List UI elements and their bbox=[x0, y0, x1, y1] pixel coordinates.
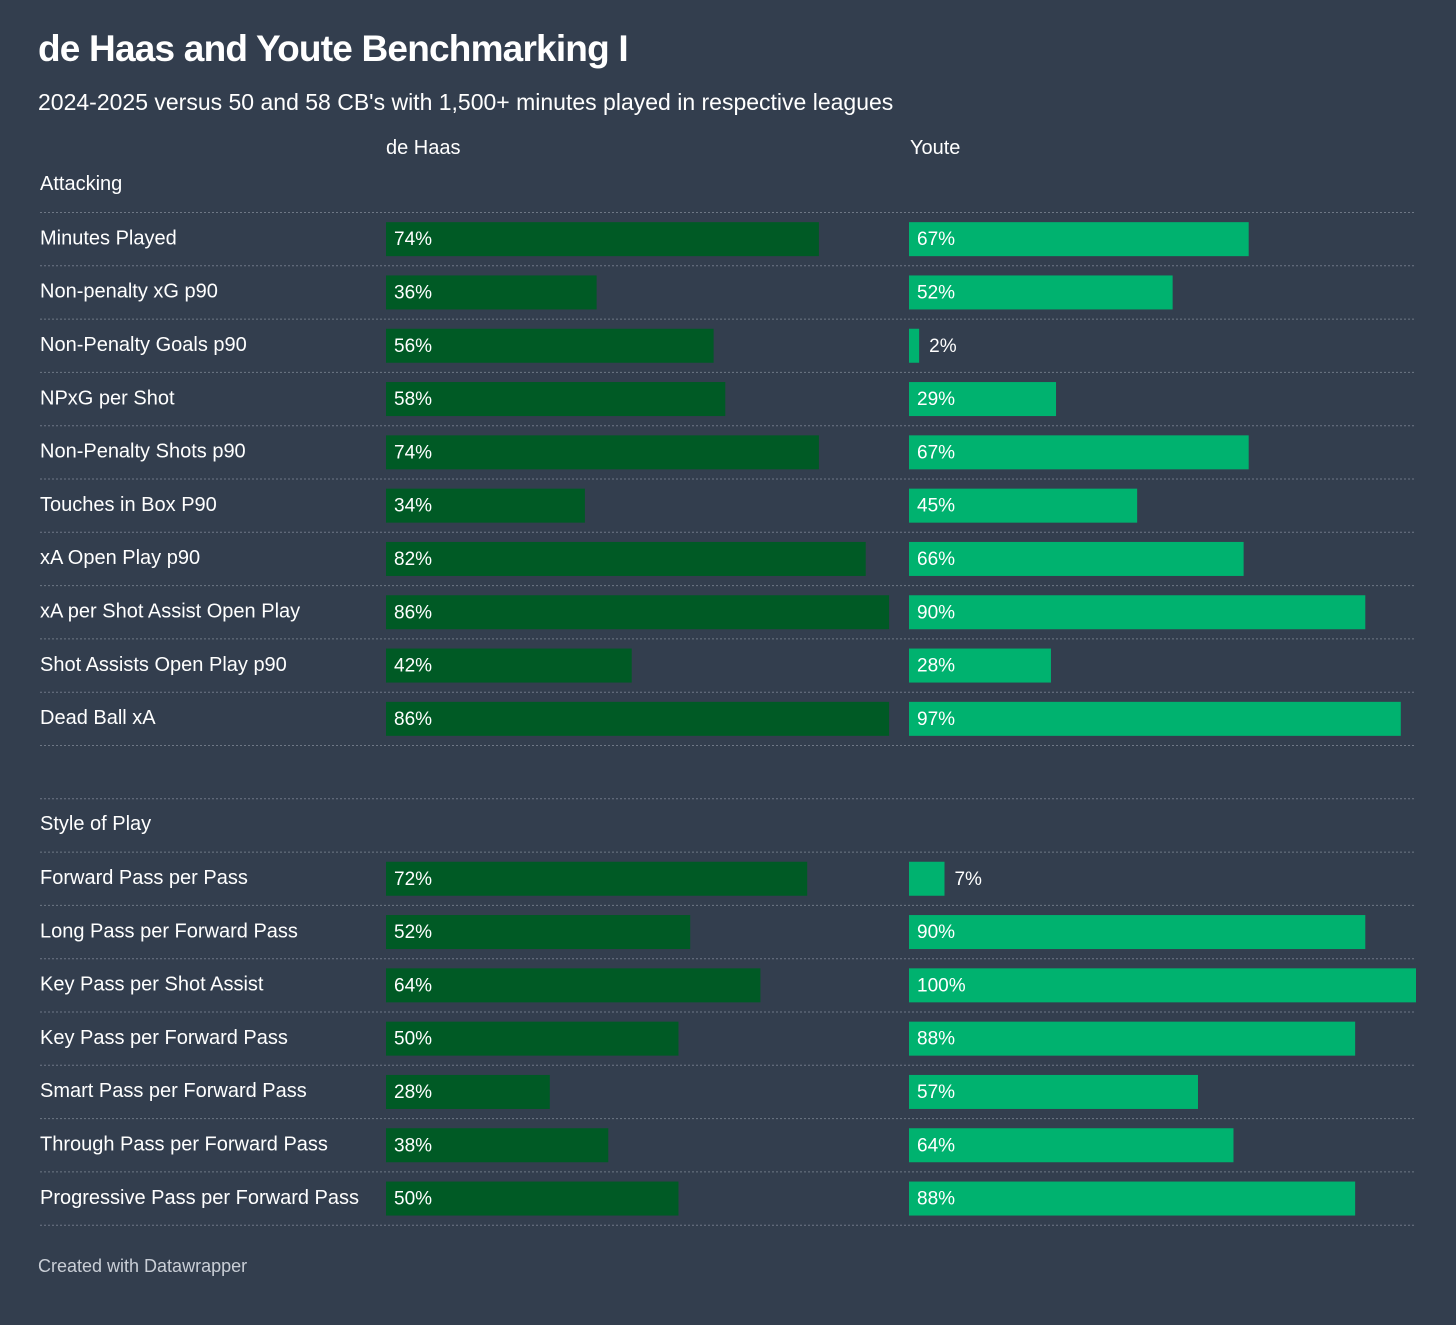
section-label-style-of-play: Style of Play bbox=[40, 813, 151, 835]
de-haas-minutes-played-bar bbox=[386, 222, 819, 257]
de-haas-progressive-pass-per-forward-pass-value-label: 50% bbox=[394, 1189, 432, 1210]
de-haas-xa-open-play-p90-value-label: 82% bbox=[394, 549, 432, 570]
de-haas-through-pass-per-forward-pass-value-label: 38% bbox=[394, 1135, 432, 1156]
youte-shot-assists-open-play-p90-bar bbox=[909, 648, 1051, 683]
youte-minutes-played-bar bbox=[909, 222, 1249, 257]
de-haas-non-penalty-shots-p90-bar bbox=[386, 435, 819, 470]
de-haas-xa-open-play-p90-bar bbox=[386, 541, 866, 576]
youte-through-pass-per-forward-pass-bar bbox=[909, 1128, 1234, 1163]
de-haas-non-penalty-shots-p90-value-label: 74% bbox=[394, 442, 432, 463]
youte-touches-in-box-p90-value-label: 45% bbox=[917, 496, 955, 517]
youte-dead-ball-xa-value-label: 97% bbox=[917, 709, 955, 730]
de-haas-progressive-pass-per-forward-pass-bar bbox=[386, 1181, 679, 1216]
de-haas-through-pass-per-forward-pass-bar bbox=[386, 1128, 609, 1163]
youte-key-pass-per-shot-assist-value-label: 100% bbox=[917, 975, 966, 996]
youte-touches-in-box-p90-bar bbox=[909, 488, 1138, 523]
row-label-forward-pass-per-pass: Forward Pass per Pass bbox=[40, 867, 248, 889]
youte-key-pass-per-forward-pass-value-label: 88% bbox=[917, 1029, 955, 1050]
de-haas-minutes-played-value-label: 74% bbox=[394, 229, 432, 250]
youte-shot-assists-open-play-p90-value-label: 28% bbox=[917, 656, 955, 677]
youte-long-pass-per-forward-pass-bar bbox=[909, 915, 1366, 950]
column-header-youte: Youte bbox=[910, 137, 961, 159]
de-haas-xa-per-shot-assist-open-play-value-label: 86% bbox=[394, 602, 432, 623]
de-haas-shot-assists-open-play-p90-bar bbox=[386, 648, 632, 683]
column-header-de-haas: de Haas bbox=[386, 137, 461, 159]
row-label-long-pass-per-forward-pass: Long Pass per Forward Pass bbox=[40, 920, 298, 942]
de-haas-shot-assists-open-play-p90-value-label: 42% bbox=[394, 656, 432, 677]
row-label-dead-ball-xa: Dead Ball xA bbox=[40, 707, 156, 729]
row-label-smart-pass-per-forward-pass: Smart Pass per Forward Pass bbox=[40, 1080, 307, 1102]
youte-non-penalty-shots-p90-bar bbox=[909, 435, 1249, 470]
de-haas-dead-ball-xa-value-label: 86% bbox=[394, 709, 432, 730]
row-label-non-penalty-xg-p90: Non-penalty xG p90 bbox=[40, 281, 218, 303]
youte-non-penalty-shots-p90-value-label: 67% bbox=[917, 442, 955, 463]
youte-smart-pass-per-forward-pass-bar bbox=[909, 1074, 1198, 1109]
de-haas-long-pass-per-forward-pass-bar bbox=[386, 915, 691, 950]
de-haas-forward-pass-per-pass-value-label: 72% bbox=[394, 869, 432, 890]
de-haas-touches-in-box-p90-value-label: 34% bbox=[394, 496, 432, 517]
row-label-non-penalty-goals-p90: Non-Penalty Goals p90 bbox=[40, 334, 247, 356]
youte-xa-per-shot-assist-open-play-bar bbox=[909, 595, 1366, 630]
de-haas-npxg-per-shot-value-label: 58% bbox=[394, 389, 432, 410]
youte-non-penalty-xg-p90-bar bbox=[909, 275, 1173, 310]
youte-xa-open-play-p90-bar bbox=[909, 541, 1244, 576]
de-haas-smart-pass-per-forward-pass-value-label: 28% bbox=[394, 1082, 432, 1103]
row-label-key-pass-per-forward-pass: Key Pass per Forward Pass bbox=[40, 1027, 288, 1049]
youte-non-penalty-xg-p90-value-label: 52% bbox=[917, 282, 955, 303]
row-label-xa-open-play-p90: xA Open Play p90 bbox=[40, 547, 200, 569]
youte-key-pass-per-shot-assist-bar bbox=[909, 968, 1416, 1003]
de-haas-forward-pass-per-pass-bar bbox=[386, 861, 808, 896]
youte-smart-pass-per-forward-pass-value-label: 57% bbox=[917, 1082, 955, 1103]
de-haas-non-penalty-goals-p90-value-label: 56% bbox=[394, 336, 432, 357]
row-label-key-pass-per-shot-assist: Key Pass per Shot Assist bbox=[40, 974, 264, 996]
footer-credit: Created with Datawrapper bbox=[38, 1256, 248, 1276]
youte-through-pass-per-forward-pass-value-label: 64% bbox=[917, 1135, 955, 1156]
chart-subtitle: 2024-2025 versus 50 and 58 CB's with 1,5… bbox=[38, 89, 894, 115]
row-label-through-pass-per-forward-pass: Through Pass per Forward Pass bbox=[40, 1134, 328, 1156]
row-label-shot-assists-open-play-p90: Shot Assists Open Play p90 bbox=[40, 654, 287, 676]
de-haas-touches-in-box-p90-bar bbox=[386, 488, 585, 523]
de-haas-non-penalty-xg-p90-bar bbox=[386, 275, 597, 310]
youte-npxg-per-shot-bar bbox=[909, 382, 1057, 417]
de-haas-xa-per-shot-assist-open-play-bar bbox=[386, 595, 890, 630]
row-label-minutes-played: Minutes Played bbox=[40, 227, 177, 249]
de-haas-non-penalty-goals-p90-bar bbox=[386, 328, 714, 363]
row-label-non-penalty-shots-p90: Non-Penalty Shots p90 bbox=[40, 441, 246, 463]
youte-forward-pass-per-pass-value-label: 7% bbox=[954, 869, 982, 890]
youte-forward-pass-per-pass-bar bbox=[909, 861, 945, 896]
de-haas-key-pass-per-forward-pass-bar bbox=[386, 1021, 679, 1056]
youte-xa-per-shot-assist-open-play-value-label: 90% bbox=[917, 602, 955, 623]
de-haas-dead-ball-xa-bar bbox=[386, 701, 890, 736]
youte-progressive-pass-per-forward-pass-value-label: 88% bbox=[917, 1189, 955, 1210]
de-haas-npxg-per-shot-bar bbox=[386, 382, 726, 417]
section-label-attacking: Attacking bbox=[40, 173, 122, 195]
de-haas-key-pass-per-shot-assist-value-label: 64% bbox=[394, 975, 432, 996]
de-haas-key-pass-per-forward-pass-value-label: 50% bbox=[394, 1029, 432, 1050]
youte-long-pass-per-forward-pass-value-label: 90% bbox=[917, 922, 955, 943]
row-label-xa-per-shot-assist-open-play: xA per Shot Assist Open Play bbox=[40, 601, 300, 623]
youte-progressive-pass-per-forward-pass-bar bbox=[909, 1181, 1356, 1216]
youte-npxg-per-shot-value-label: 29% bbox=[917, 389, 955, 410]
de-haas-non-penalty-xg-p90-value-label: 36% bbox=[394, 282, 432, 303]
de-haas-key-pass-per-shot-assist-bar bbox=[386, 968, 761, 1003]
de-haas-long-pass-per-forward-pass-value-label: 52% bbox=[394, 922, 432, 943]
youte-dead-ball-xa-bar bbox=[909, 701, 1401, 736]
youte-key-pass-per-forward-pass-bar bbox=[909, 1021, 1356, 1056]
youte-non-penalty-goals-p90-value-label: 2% bbox=[929, 336, 957, 357]
row-label-progressive-pass-per-forward-pass: Progressive Pass per Forward Pass bbox=[40, 1187, 359, 1209]
row-label-touches-in-box-p90: Touches in Box P90 bbox=[40, 494, 217, 516]
chart-title: de Haas and Youte Benchmarking I bbox=[38, 28, 629, 69]
youte-non-penalty-goals-p90-bar bbox=[909, 328, 920, 363]
row-label-npxg-per-shot: NPxG per Shot bbox=[40, 387, 175, 409]
youte-minutes-played-value-label: 67% bbox=[917, 229, 955, 250]
de-haas-smart-pass-per-forward-pass-bar bbox=[386, 1074, 550, 1109]
youte-xa-open-play-p90-value-label: 66% bbox=[917, 549, 955, 570]
